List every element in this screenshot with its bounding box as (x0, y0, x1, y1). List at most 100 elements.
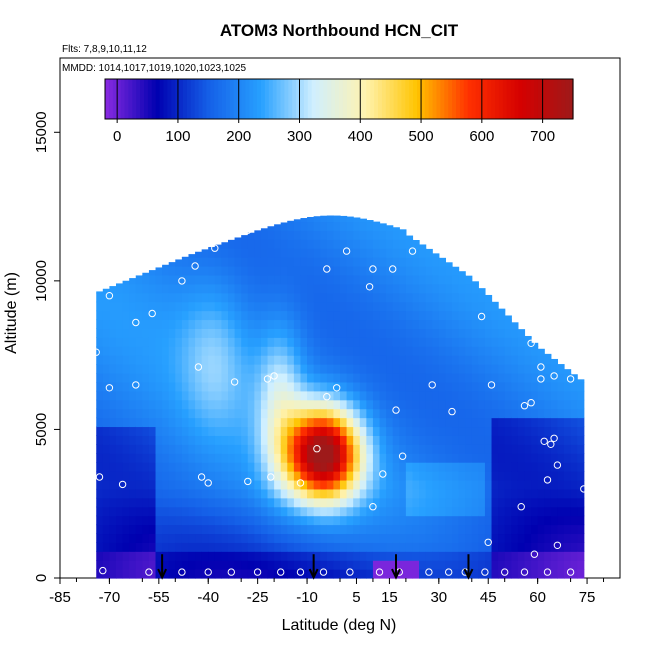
heat-cell (498, 408, 506, 419)
heat-cell (531, 355, 539, 365)
heat-cell (484, 417, 493, 428)
heat-cell (326, 462, 335, 472)
heat-cell (379, 274, 387, 285)
heat-cell (353, 257, 361, 267)
heat-cell (168, 479, 176, 490)
heat-cell (564, 515, 572, 526)
heat-cell (109, 551, 117, 561)
heat-cell (392, 248, 400, 258)
heat-cell (228, 390, 236, 401)
heat-cell (458, 381, 466, 392)
heat-cell (129, 560, 137, 570)
heat-cell (359, 533, 367, 543)
heat-cell (228, 435, 236, 445)
heat-cell (188, 453, 196, 463)
sample-point (477, 312, 486, 321)
heat-cell (438, 337, 447, 347)
heat-cell (517, 346, 526, 356)
heat-cell (544, 506, 552, 517)
heat-cell (175, 319, 183, 329)
heat-cell (313, 506, 321, 517)
heat-cell (135, 408, 143, 419)
heat-cell (353, 337, 361, 347)
heat-cell (326, 479, 335, 490)
heat-cell (320, 444, 328, 454)
heat-cell (386, 274, 394, 285)
heat-cell (274, 497, 282, 508)
heat-cell (175, 453, 183, 463)
colorbar-segment (389, 79, 395, 119)
heat-cell (405, 235, 414, 240)
heat-cell (412, 462, 420, 472)
heat-cell (517, 337, 526, 347)
heat-cell (333, 444, 341, 454)
colorbar-segment (518, 79, 523, 119)
heat-cell (300, 292, 308, 303)
heat-cell (254, 506, 262, 517)
heat-cell (419, 533, 427, 543)
heat-cell (247, 381, 255, 392)
heat-cell (168, 542, 176, 552)
heat-cell (379, 239, 387, 249)
sample-point (461, 232, 469, 241)
heat-cell (326, 560, 335, 570)
heat-cell (234, 355, 242, 365)
heat-cell (386, 506, 394, 517)
heat-cell (254, 337, 262, 347)
heat-cell (320, 453, 328, 463)
heat-cell (96, 497, 104, 508)
heat-cell (392, 328, 400, 338)
heat-cell (432, 533, 440, 543)
heat-cell (484, 426, 493, 436)
heat-cell (333, 230, 341, 240)
heat-cell (102, 399, 111, 410)
heat-cell (399, 355, 407, 365)
heat-cell (438, 372, 447, 383)
heat-cell (517, 426, 526, 436)
heat-cell (195, 274, 203, 285)
heat-cell (254, 355, 262, 365)
heat-cell (274, 542, 282, 552)
heat-cell (333, 560, 341, 570)
heat-cell (346, 346, 354, 356)
heat-cell (129, 372, 137, 383)
heat-cell (195, 364, 203, 374)
heat-cell (142, 274, 150, 285)
heat-cell (214, 244, 223, 249)
heat-cell (412, 248, 420, 258)
sample-point (191, 262, 199, 270)
heat-cell (346, 266, 354, 276)
heat-cell (471, 408, 479, 419)
heat-cell (195, 381, 203, 392)
heat-cell (326, 310, 335, 321)
heat-cell (471, 310, 479, 321)
heat-cell (208, 266, 216, 276)
heat-cell (432, 444, 440, 454)
heat-cell (214, 266, 223, 276)
heat-cell (142, 346, 150, 356)
heat-cell (293, 346, 302, 356)
heat-cell (405, 551, 414, 561)
heat-cell (247, 355, 255, 365)
heat-cell (214, 364, 223, 374)
heat-cell (366, 479, 374, 490)
heat-cell (340, 515, 348, 526)
heat-cell (544, 381, 552, 392)
heat-cell (432, 408, 440, 419)
heat-cell (570, 417, 578, 428)
heat-cell (260, 560, 269, 570)
heat-cell (326, 417, 335, 428)
heat-cell (458, 444, 466, 454)
heat-cell (504, 435, 512, 445)
heat-cell (307, 533, 315, 543)
heat-cell (313, 248, 321, 258)
heat-cell (353, 551, 361, 561)
heat-cell (438, 444, 447, 454)
heat-cell (313, 328, 321, 338)
heat-cell (181, 497, 190, 508)
heat-cell (359, 372, 367, 383)
heat-cell (195, 372, 203, 383)
heat-cell (320, 310, 328, 321)
heat-cell (425, 408, 433, 419)
heat-cell (208, 444, 216, 454)
